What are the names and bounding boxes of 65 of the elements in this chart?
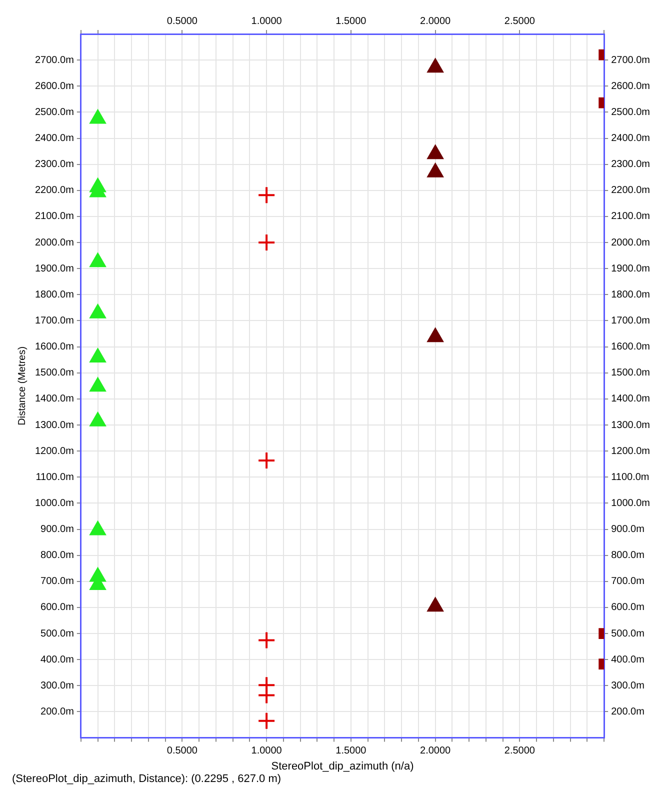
x-tick-label: 1.5000 xyxy=(336,16,367,27)
y-tick-label: 800.0m xyxy=(40,550,74,562)
y2-tick-label: 1000.0m xyxy=(611,498,650,509)
y2-tick-label: 1300.0m xyxy=(611,420,650,431)
y2-tick-label: 2400.0m xyxy=(611,133,650,144)
y-tick-label: 200.0m xyxy=(40,706,74,718)
x2-tick-label: 0.5000 xyxy=(166,746,198,757)
y2-tick-label: 1500.0m xyxy=(611,368,650,379)
y2-tick-label: 500.0m xyxy=(611,628,644,640)
y2-tick-label: 1800.0m xyxy=(611,289,650,300)
y2-tick-label: 2300.0m xyxy=(611,159,650,170)
y2-tick-label: 600.0m xyxy=(611,602,644,614)
y-tick-label: 1800.0m xyxy=(34,289,74,300)
y2-tick-label: 1900.0m xyxy=(611,263,650,274)
y2-tick-label: 800.0m xyxy=(611,550,644,562)
y2-tick-label: 2700.0m xyxy=(611,54,650,66)
y2-tick-label: 2200.0m xyxy=(611,185,650,196)
x-tick-label: 2.0000 xyxy=(420,16,452,27)
x-axis-title: StereoPlot_dip_azimuth (n/a) xyxy=(271,760,414,772)
y-tick-label: 900.0m xyxy=(40,524,74,536)
x2-tick-label: 2.5000 xyxy=(504,746,536,757)
y-tick-label: 2300.0m xyxy=(34,159,74,170)
y-tick-label: 1000.0m xyxy=(34,498,74,509)
y2-tick-label: 1100.0m xyxy=(611,472,650,483)
y-tick-label: 2200.0m xyxy=(34,185,74,196)
text: (StereoPlot_dip_azimuth, Distance): (0.2295 , 627.0 m) xyxy=(12,773,282,785)
y2-tick-label: 1600.0m xyxy=(611,342,650,353)
y-tick-label: 500.0m xyxy=(40,628,74,640)
x-tick-label: 1.0000 xyxy=(251,16,282,27)
y-tick-label: 1600.0m xyxy=(34,342,74,353)
y-tick-label: 2400.0m xyxy=(34,133,74,144)
y2-tick-label: 400.0m xyxy=(611,654,644,666)
y2-tick-label: 1200.0m xyxy=(611,446,650,457)
y-tick-label: 1300.0m xyxy=(34,420,74,431)
x2-tick-label: 2.0000 xyxy=(420,746,452,757)
y2-tick-label: 900.0m xyxy=(611,524,644,536)
y-tick-label: 1100.0m xyxy=(36,472,74,483)
y2-tick-label: 2100.0m xyxy=(611,211,650,222)
x2-tick-label: 1.5000 xyxy=(336,746,367,757)
y-tick-label: 2100.0m xyxy=(34,211,74,222)
y2-tick-label: 1700.0m xyxy=(611,315,650,326)
y2-tick-label: 2500.0m xyxy=(611,106,650,118)
x2-tick-label: 1.0000 xyxy=(251,746,282,757)
y2-tick-label: 2600.0m xyxy=(611,80,650,92)
y-tick-label: 1200.0m xyxy=(34,446,74,457)
y-tick-label: 1400.0m xyxy=(34,394,74,405)
x-tick-label: 2.5000 xyxy=(504,16,536,27)
y-tick-label: 2600.0m xyxy=(34,80,74,92)
y-tick-label: 1500.0m xyxy=(34,368,74,379)
y-tick-label: 300.0m xyxy=(40,680,74,692)
y2-tick-label: 300.0m xyxy=(611,680,644,692)
y-tick-label: 1900.0m xyxy=(34,263,74,274)
y-tick-label: 600.0m xyxy=(40,602,74,614)
y-tick-label: 700.0m xyxy=(40,576,74,588)
y-tick-label: 2500.0m xyxy=(34,106,74,118)
y2-tick-label: 200.0m xyxy=(611,706,644,718)
y-axis-title: Distance (Metres) xyxy=(16,346,28,426)
y-tick-label: 2000.0m xyxy=(34,237,74,248)
y2-tick-label: 700.0m xyxy=(611,576,644,588)
y2-tick-label: 2000.0m xyxy=(611,237,650,248)
y-tick-label: 2700.0m xyxy=(34,54,74,66)
y2-tick-label: 1400.0m xyxy=(611,394,650,405)
y-tick-label: 400.0m xyxy=(40,654,74,666)
y-tick-label: 1700.0m xyxy=(34,315,74,326)
x-tick-label: 0.5000 xyxy=(166,16,198,27)
